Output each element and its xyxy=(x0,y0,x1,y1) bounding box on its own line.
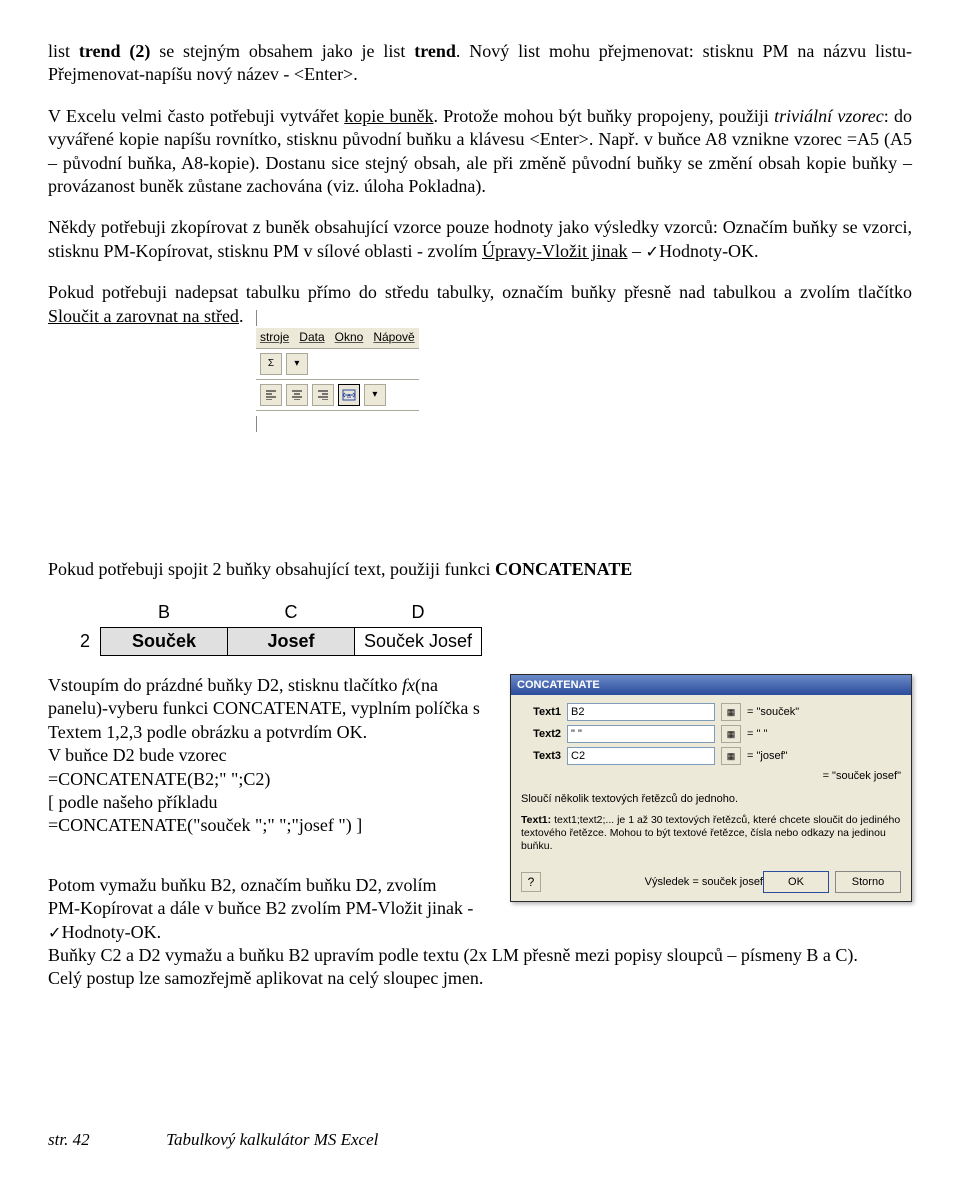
align-center-icon[interactable] xyxy=(286,384,308,406)
range-selector-icon[interactable]: ▦ xyxy=(721,725,741,743)
para-2: V Excelu velmi často potřebuji vytvářet … xyxy=(48,105,912,199)
concatenate-example-table: B C D 2 Souček Josef Souček Josef xyxy=(72,599,482,656)
menu-item[interactable]: Okno xyxy=(335,330,364,346)
para-3: Někdy potřebuji zkopírovat z buněk obsah… xyxy=(48,216,912,263)
footer-title: Tabulkový kalkulátor MS Excel xyxy=(166,1130,378,1149)
para-4: Pokud potřebuji nadepsat tabulku přímo d… xyxy=(48,281,912,434)
concatenate-dialog: CONCATENATE Text1 B2 ▦ = "souček" Text2 … xyxy=(510,674,912,902)
page-number: str. 42 xyxy=(48,1130,90,1149)
range-selector-icon[interactable]: ▦ xyxy=(721,747,741,765)
row-header: 2 xyxy=(72,627,101,655)
menu-strip: stroje Data Okno Nápově xyxy=(256,328,419,349)
cell-b2: Souček xyxy=(101,627,228,655)
formula-result: = "souček josef" xyxy=(823,769,901,783)
svg-text:a: a xyxy=(347,393,351,400)
cell-d2: Souček Josef xyxy=(355,627,482,655)
range-selector-icon[interactable]: ▦ xyxy=(721,703,741,721)
cancel-button[interactable]: Storno xyxy=(835,871,901,893)
help-button[interactable]: ? xyxy=(521,872,541,892)
menu-item[interactable]: Nápově xyxy=(373,330,414,346)
field-result: = "josef" xyxy=(747,749,788,763)
field-label: Text3 xyxy=(521,749,561,763)
para-1: list trend (2) se stejným obsahem jako j… xyxy=(48,40,912,87)
menu-item[interactable]: Data xyxy=(299,330,324,346)
toolbar-button[interactable]: Σ xyxy=(260,353,282,375)
align-left-icon[interactable] xyxy=(260,384,282,406)
field-result: = " " xyxy=(747,727,767,741)
col-header: D xyxy=(355,599,482,627)
field-label: Text2 xyxy=(521,727,561,741)
ok-button[interactable]: OK xyxy=(763,871,829,893)
toolbar-dropdown[interactable]: ▾ xyxy=(364,384,386,406)
dialog-title: CONCATENATE xyxy=(511,675,911,695)
menu-item[interactable]: stroje xyxy=(260,330,289,346)
field-result: = "souček" xyxy=(747,705,799,719)
text2-input[interactable]: " " xyxy=(567,725,715,743)
field-label: Text1 xyxy=(521,705,561,719)
para-5: Pokud potřebuji spojit 2 buňky obsahujíc… xyxy=(48,558,912,581)
toolbar-dropdown[interactable]: ▾ xyxy=(286,353,308,375)
page-footer: str. 42 Tabulkový kalkulátor MS Excel xyxy=(48,1129,912,1151)
col-header: B xyxy=(101,599,228,627)
result-label: Výsledek = souček josef xyxy=(645,875,763,889)
dialog-description: Sloučí několik textových řetězců do jedn… xyxy=(521,792,901,806)
text1-input[interactable]: B2 xyxy=(567,703,715,721)
col-header: C xyxy=(228,599,355,627)
text3-input[interactable]: C2 xyxy=(567,747,715,765)
dialog-hint: Text1: text1;text2;... je 1 až 30 textov… xyxy=(521,814,901,853)
merge-center-icon[interactable]: a xyxy=(338,384,360,406)
toolbar-screenshot: stroje Data Okno Nápově Σ ▾ a ▾ xyxy=(256,305,419,434)
align-right-icon[interactable] xyxy=(312,384,334,406)
cell-c2: Josef xyxy=(228,627,355,655)
